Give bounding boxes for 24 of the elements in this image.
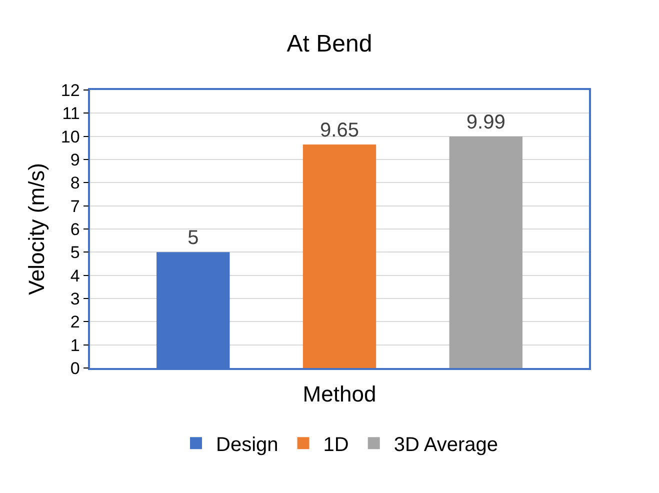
y-tick-label: 8 — [70, 174, 80, 193]
y-tick-label: 9 — [70, 150, 80, 170]
y-tick-label: 11 — [62, 104, 80, 124]
y-tick-label: 6 — [70, 220, 80, 239]
y-tick-label: 2 — [70, 312, 80, 332]
y-tick-label: 10 — [60, 127, 80, 146]
legend-label: 3D Average — [394, 434, 498, 456]
legend-label: Design — [216, 434, 278, 456]
data-label: 9.65 — [320, 119, 359, 142]
chart-title: At Bend — [286, 30, 372, 58]
y-axis-title: Velocity (m/s) — [24, 162, 50, 296]
bar — [449, 136, 522, 368]
x-axis-title: Method — [302, 382, 376, 407]
y-tick-label: 3 — [70, 289, 80, 308]
y-tick-label: 4 — [70, 266, 80, 286]
data-label: 9.99 — [466, 112, 506, 134]
y-tick-label: 0 — [70, 358, 80, 378]
legend-label: 1D — [323, 434, 349, 456]
data-label: 5 — [188, 227, 199, 250]
y-tick-label: 5 — [70, 243, 80, 262]
y-tick-label: 12 — [60, 80, 80, 100]
y-tick-label: 7 — [70, 196, 80, 216]
y-tick-label: 1 — [70, 336, 80, 355]
bar — [302, 144, 376, 368]
